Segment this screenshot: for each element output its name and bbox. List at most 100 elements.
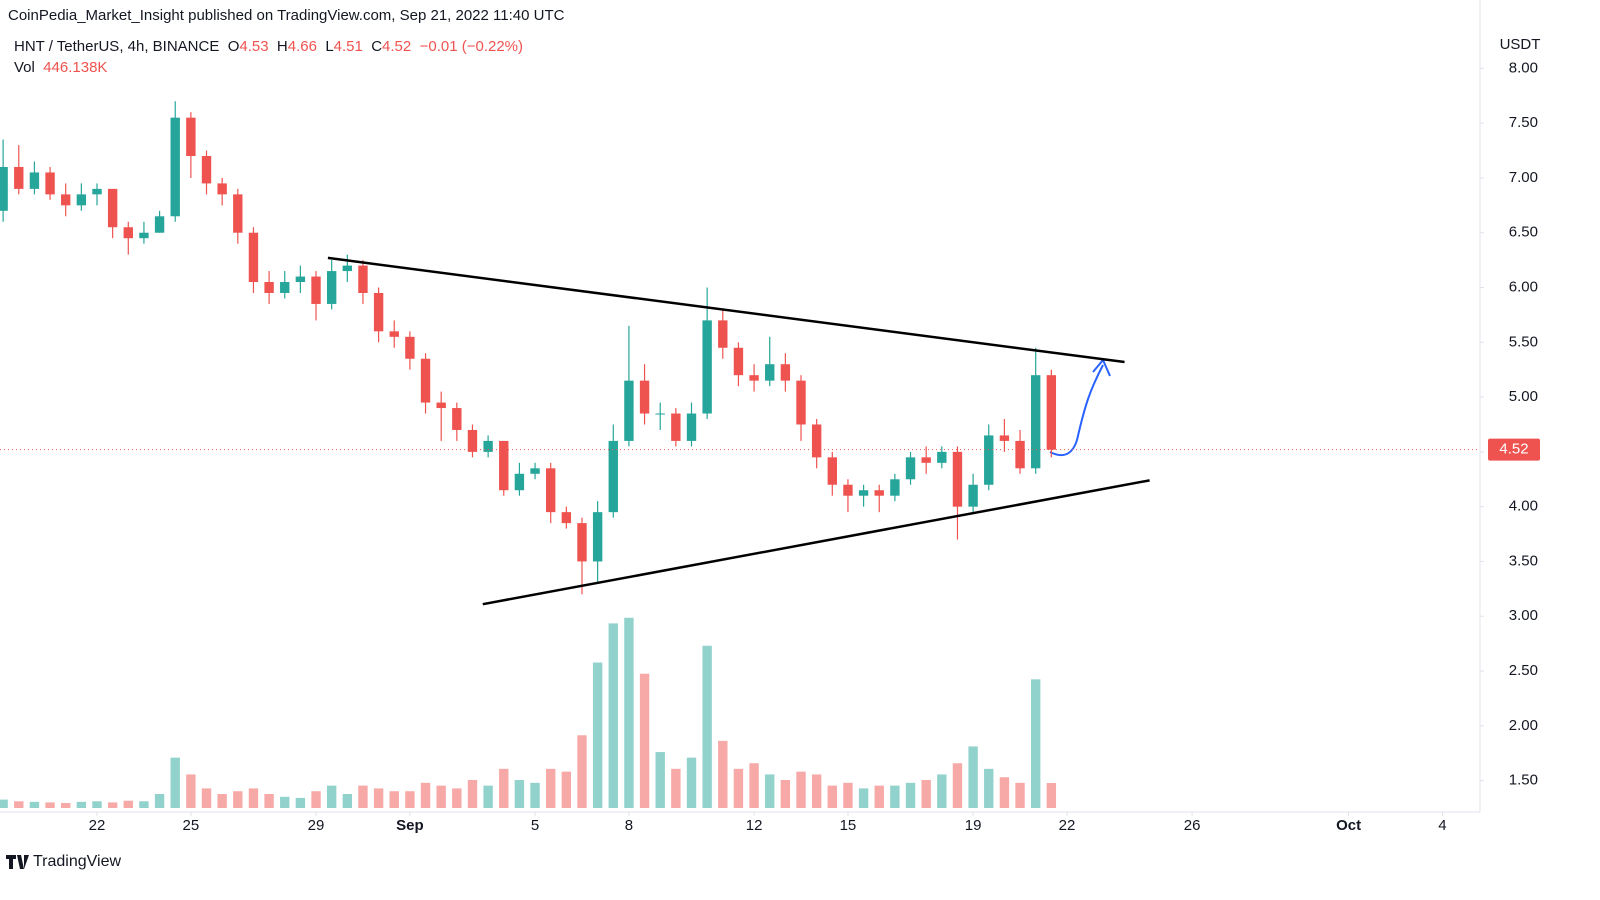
candle-body (765, 364, 775, 381)
candle-body (1015, 440, 1025, 469)
volume-bar (248, 788, 259, 808)
candle-body (295, 276, 306, 283)
candle-body (608, 440, 618, 513)
x-tick-label: 19 (965, 817, 982, 834)
volume-bar (452, 788, 462, 808)
volume-legend: Vol 446.138K (14, 59, 107, 76)
candle-body (342, 265, 353, 272)
candle-body (107, 188, 118, 228)
volume-bar (405, 791, 415, 808)
arrow-head (1092, 358, 1111, 377)
candle-body (749, 375, 759, 381)
volume-bar (170, 757, 180, 808)
candle-body (201, 156, 212, 184)
volume-bar (984, 768, 994, 808)
candle-body (937, 451, 947, 463)
x-tick-label: 12 (746, 817, 763, 834)
trendline (482, 479, 1150, 606)
logo (6, 855, 29, 869)
volume-bar (733, 768, 744, 808)
candle-body (217, 183, 227, 195)
x-tick-label: 26 (1184, 817, 1201, 834)
x-tick-label: Oct (1336, 817, 1361, 834)
volume-bar (233, 791, 243, 808)
candle-body (1030, 375, 1041, 469)
candle-body (577, 523, 587, 562)
volume-bar (264, 794, 274, 808)
x-tick-label: Sep (396, 817, 424, 834)
trendline (327, 256, 1125, 364)
candle-body (827, 457, 837, 485)
y-tick-label: 6.50 (1509, 224, 1538, 241)
ohlc-label: O (227, 38, 240, 55)
change: −0.01 (419, 38, 458, 55)
candle-body (154, 216, 165, 233)
volume-bar (217, 794, 227, 808)
candle-body (921, 457, 931, 463)
branding: TradingView (6, 853, 121, 870)
y-tick-label: 8.00 (1509, 59, 1538, 76)
y-tick-label: 1.50 (1509, 772, 1538, 789)
candle-body (1046, 375, 1057, 450)
volume-bar (14, 801, 24, 808)
volume-bar (858, 788, 869, 808)
candle-body (92, 188, 102, 195)
forecast-arrow (1049, 364, 1104, 457)
candle-body (546, 468, 556, 513)
currency: USDT (1500, 36, 1541, 53)
y-tick-label: 3.50 (1509, 552, 1538, 569)
volume-bar (999, 777, 1010, 808)
volume-bar (811, 774, 822, 808)
y-tick-label: 2.00 (1509, 717, 1538, 734)
volume-bar (937, 774, 947, 808)
y-tick-label: 7.50 (1509, 114, 1538, 131)
volume-bar (1030, 679, 1041, 808)
volume-bar (61, 802, 71, 808)
volume-bar (827, 785, 837, 808)
volume-bar (780, 780, 791, 808)
volume-bar (952, 763, 963, 808)
candle-body (280, 282, 290, 293)
candle-body (186, 117, 196, 157)
candle-body (561, 512, 572, 524)
volume-bar (546, 768, 556, 808)
candle-body (984, 435, 994, 485)
candle-body (14, 166, 24, 189)
candle-body (858, 490, 869, 496)
volume-bar (186, 774, 196, 808)
y-tick-label: 5.50 (1509, 333, 1538, 350)
volume-bar (76, 801, 87, 808)
volume-bar (639, 673, 650, 808)
volume-bar (608, 623, 618, 808)
candle-body (905, 457, 916, 480)
volume-bar (874, 785, 884, 808)
candle-body (170, 117, 180, 217)
symbol: HNT / TetherUS, 4h, BINANCE (14, 38, 220, 55)
x-tick-label: 25 (183, 817, 200, 834)
volume-bar (358, 785, 368, 808)
volume-bar (499, 768, 509, 808)
volume-bar (905, 782, 916, 808)
candle-body (968, 484, 978, 507)
ohlc-label: L (325, 38, 334, 55)
candle-body (123, 227, 133, 239)
x-tick-label: 22 (1059, 817, 1076, 834)
volume-bar (561, 771, 572, 808)
y-tick-label: 7.00 (1509, 169, 1538, 186)
volume-bar (718, 740, 728, 808)
volume-bar (45, 802, 55, 808)
candle-body (29, 172, 40, 189)
candle-body (358, 265, 368, 293)
ohlc-label: C (371, 38, 383, 55)
volume-bar (1046, 783, 1057, 808)
volume-bar (843, 782, 853, 808)
candle-body (592, 512, 603, 562)
y-tick-label: 2.50 (1509, 662, 1538, 679)
ohlc-label: H (276, 38, 288, 55)
volume-bar (280, 796, 290, 808)
candle-body (639, 380, 650, 414)
candle-body (420, 358, 431, 403)
volume-bar (514, 780, 525, 808)
ohlc-value: 4.52 (382, 38, 412, 55)
